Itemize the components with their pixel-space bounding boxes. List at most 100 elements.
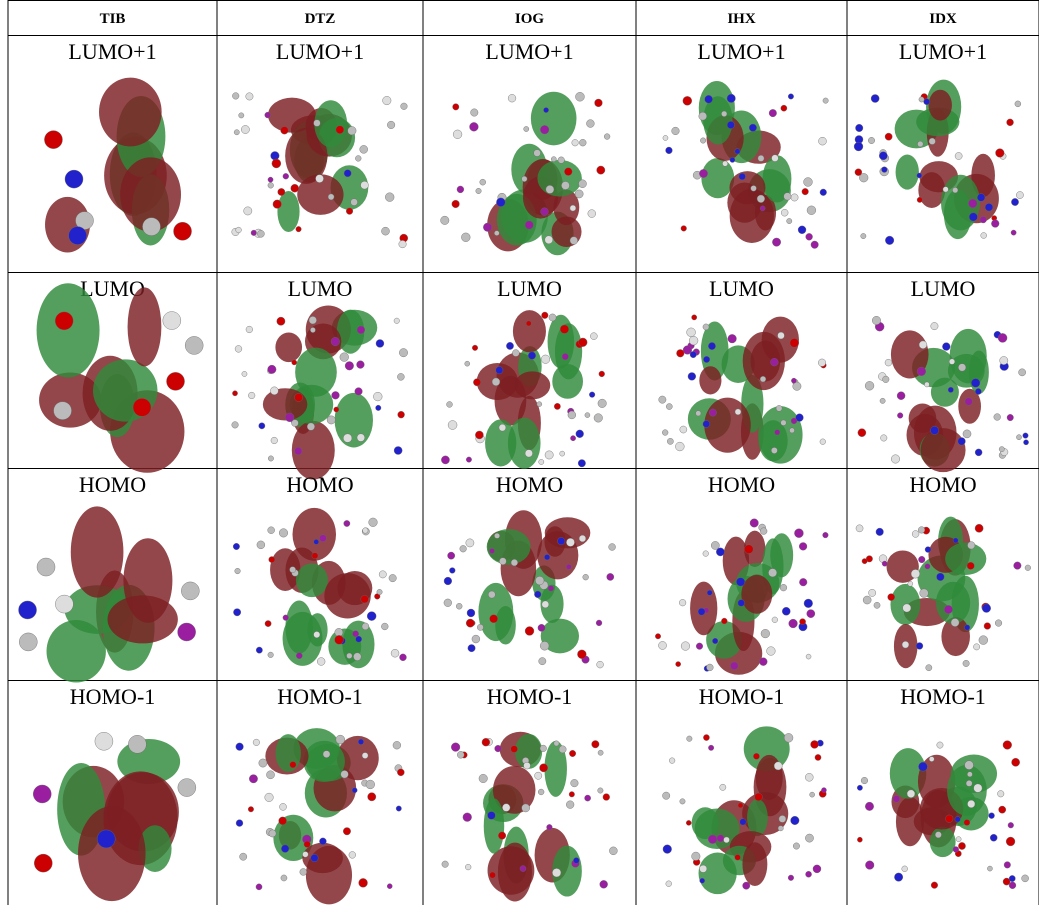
atom (703, 734, 709, 740)
atom (772, 617, 778, 623)
atom (687, 328, 696, 337)
atom (1019, 369, 1026, 376)
atom (655, 634, 660, 639)
atom (880, 398, 885, 403)
atom (291, 184, 299, 192)
atom (488, 591, 495, 598)
atom (355, 388, 363, 396)
atom (707, 590, 712, 595)
atom (666, 147, 673, 154)
atom (953, 847, 959, 853)
atom (871, 94, 879, 102)
atom (575, 92, 584, 101)
atom (958, 364, 966, 372)
atom (788, 94, 793, 99)
atom (19, 633, 37, 651)
atom (447, 401, 453, 407)
atom (33, 785, 51, 803)
atom (907, 790, 915, 798)
atom (340, 353, 349, 362)
atom (570, 436, 575, 441)
atom (820, 439, 826, 445)
orbital-lobe (929, 90, 952, 121)
atom (588, 210, 596, 218)
atom (279, 529, 288, 538)
atom (54, 402, 72, 420)
atom (585, 413, 590, 418)
atom (511, 746, 518, 753)
orbital-image (663, 81, 828, 248)
orbital-label: HOMO-1 (699, 684, 785, 709)
atom (358, 739, 364, 745)
atom (603, 794, 610, 801)
atom (996, 149, 1005, 158)
orbital-label: LUMO+1 (697, 39, 785, 64)
atom (598, 399, 607, 408)
orbital-label: HOMO (79, 472, 146, 497)
atom (981, 233, 987, 239)
atom (232, 422, 239, 429)
atom (69, 227, 87, 245)
atom (874, 602, 880, 608)
atom (449, 568, 455, 574)
atom (799, 542, 807, 550)
atom (319, 535, 326, 542)
atom (525, 450, 533, 458)
orbital-image (659, 315, 827, 464)
orbital-lobe (495, 606, 516, 645)
atom (793, 843, 799, 849)
atom (456, 603, 462, 609)
atom (259, 759, 267, 767)
atom (990, 834, 997, 841)
orbital-lobe (128, 287, 162, 366)
atom (277, 317, 285, 325)
atom (999, 446, 1004, 451)
atom (568, 411, 576, 419)
atom (744, 545, 753, 554)
orbital-lobe (508, 418, 541, 469)
atom (44, 131, 62, 149)
orbital-lobe (747, 799, 768, 836)
atom (703, 421, 710, 428)
atom (929, 138, 936, 145)
orbital-image (444, 510, 616, 668)
atom (861, 233, 866, 238)
atom (700, 878, 705, 883)
atom (268, 183, 274, 189)
atom (738, 600, 745, 607)
atom (508, 94, 516, 102)
atom (964, 625, 969, 630)
atom (566, 538, 574, 546)
atom (815, 754, 821, 760)
atom (658, 641, 666, 649)
orbital-lobe (741, 575, 772, 614)
atom (55, 595, 73, 613)
atom (95, 732, 113, 750)
atom (699, 169, 707, 177)
atom (679, 599, 686, 606)
atom (708, 342, 715, 349)
atom (987, 866, 992, 871)
atom (368, 793, 376, 801)
atom (672, 127, 680, 135)
atom (811, 241, 818, 248)
atom (759, 658, 767, 666)
atom (376, 405, 381, 410)
atom (995, 620, 1002, 627)
atom (607, 573, 614, 580)
atom (343, 434, 352, 443)
atom (525, 221, 533, 229)
atom (711, 541, 719, 549)
atom (465, 361, 470, 366)
atom (562, 353, 568, 359)
atom (178, 779, 196, 797)
atom (810, 792, 815, 797)
atom (750, 519, 758, 527)
atom (476, 188, 482, 194)
atom (1022, 875, 1029, 882)
orbital-image (854, 80, 1023, 245)
atom (772, 238, 780, 246)
atom (994, 414, 1001, 421)
orbital-lobe (950, 329, 987, 383)
orbital-label: LUMO+1 (276, 39, 364, 64)
